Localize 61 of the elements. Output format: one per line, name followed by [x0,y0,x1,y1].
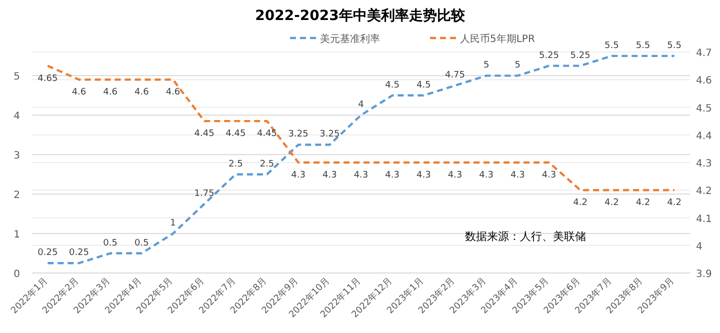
data-label: 4.2 [604,198,619,208]
data-label: 5 [483,60,490,71]
data-label: 4.3 [416,170,431,180]
data-label: 4.45 [194,129,214,140]
data-label: 4.2 [667,198,682,208]
data-label: 4.3 [291,170,306,180]
data-label: 1 [170,218,176,229]
data-label: 4.6 [134,88,150,98]
y-tick-label: 3 [14,150,20,162]
data-label: 4.5 [416,80,431,90]
data-label: 4.75 [444,70,466,81]
data-label: 3.25 [320,130,340,140]
data-label: 5.25 [570,50,590,61]
data-label: 5 [514,60,521,71]
data-label: 4.5 [385,80,400,90]
data-label: 0.25 [68,248,90,258]
annotation: 数据来源：人行、美联储 [465,230,586,243]
y2-tick-label: 4.4 [696,130,712,142]
legend-label: 人民币5年期LPR [460,33,535,45]
y-tick-label: 2 [14,190,20,202]
y-tick-label: 1 [14,230,20,241]
y2-tick-label: 4.1 [696,214,712,225]
data-label: 5.25 [538,50,560,61]
data-label: 4.6 [166,88,180,98]
data-label: 4.45 [226,129,246,140]
data-label: 4.45 [256,129,278,140]
y2-tick-label: 4.3 [696,158,712,170]
legend-label: 美元基准利率 [320,33,380,45]
data-label: 4.3 [385,170,400,180]
data-label: 4 [358,100,364,110]
data-label: 4.65 [38,74,58,84]
data-label: 0.5 [103,238,118,248]
data-label: 4.2 [573,198,588,208]
data-label: 5.5 [604,40,619,51]
y2-tick-label: 4.5 [696,103,712,114]
data-label: 4.3 [354,170,368,180]
data-label: 1.75 [194,188,214,199]
chart-title: 2022-2023年中美利率走势比较 [255,7,466,24]
data-label: 2.5 [228,159,243,170]
data-label: 4.6 [72,88,86,98]
data-label: 4.3 [448,170,462,180]
y2-tick-label: 4.7 [696,48,712,59]
y-tick-label: 4 [14,111,20,122]
data-label: 0.5 [134,238,149,248]
data-label: 4.3 [510,170,525,180]
y-tick-label: 0 [14,269,20,280]
data-label: 4.3 [479,170,494,180]
data-label: 4.2 [636,198,650,208]
data-label: 5.5 [636,40,650,51]
data-label: 2.5 [260,159,274,170]
y2-tick-label: 3.9 [696,269,712,280]
data-label: 4.6 [103,88,118,98]
y2-tick-label: 4.6 [696,76,712,87]
data-label: 4.3 [542,170,556,180]
data-label: 3.25 [288,130,308,140]
data-label: 4.3 [322,170,337,180]
y2-tick-label: 4.2 [696,186,712,198]
y-tick-label: 5 [14,72,20,83]
y2-tick-label: 4 [696,241,702,252]
data-label: 5.5 [667,40,682,51]
data-label: 0.25 [38,248,58,258]
